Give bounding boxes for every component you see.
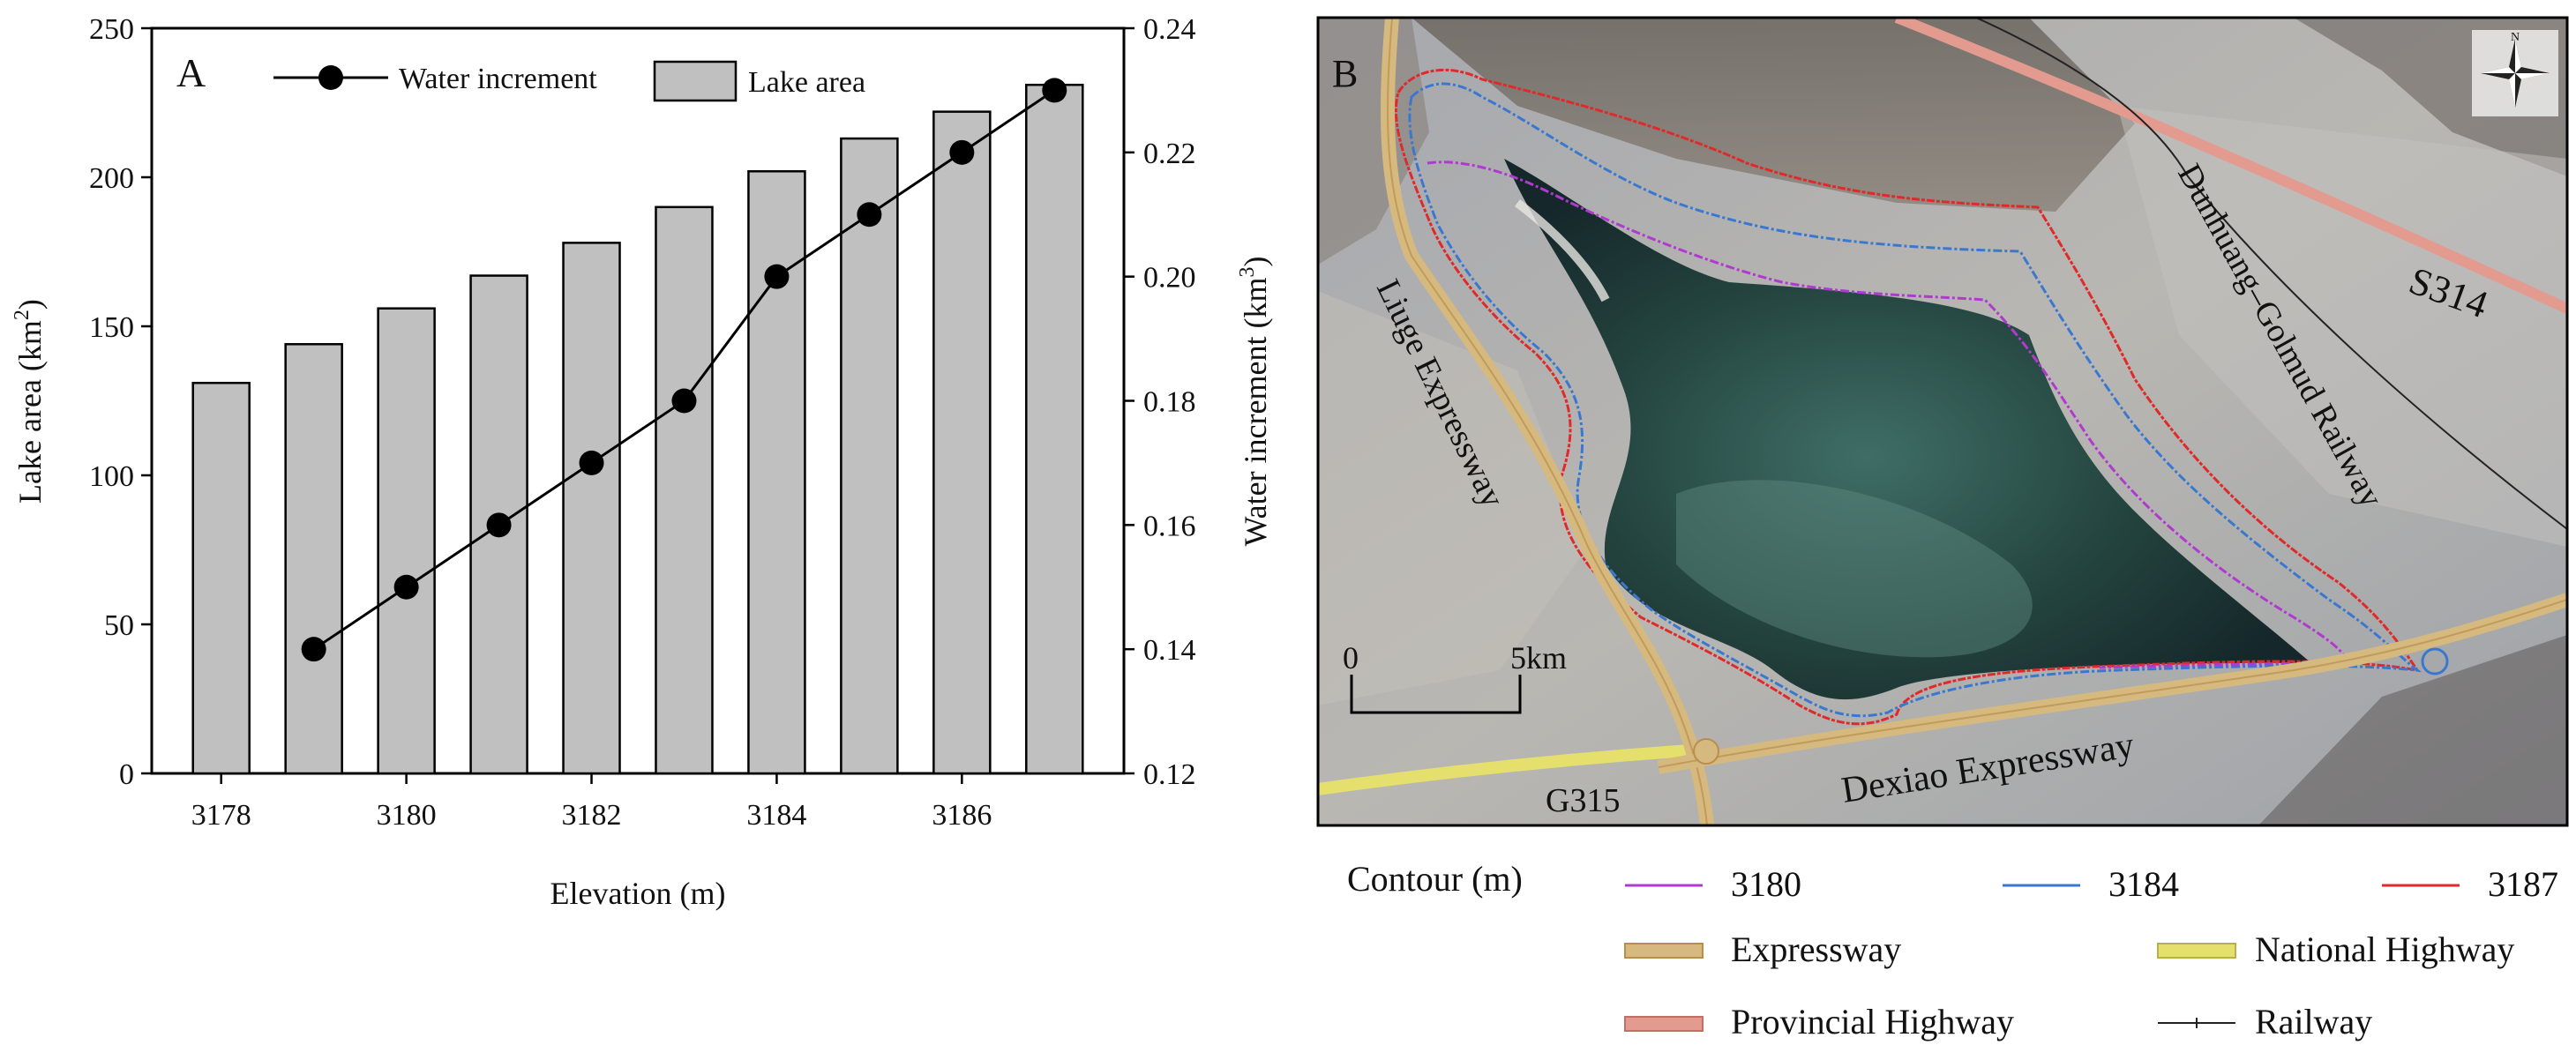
- lake-area-bar: [469, 274, 528, 775]
- provincial-highway-s314: [1894, 18, 2567, 314]
- lake-area-bar: [840, 137, 899, 775]
- x-axis: 3178 3180 3182 3184 3186: [191, 773, 992, 832]
- contour-3184-line: [1408, 82, 2422, 718]
- railway-line: [1975, 18, 2567, 530]
- left-tick-label: 150: [89, 311, 134, 344]
- panel-a-label: A: [176, 50, 206, 95]
- x-tick-label: 3186: [932, 799, 992, 832]
- legend-label-lake-area: Lake area: [748, 66, 865, 99]
- legend-contour-3180: 3180: [1731, 864, 1801, 904]
- legend-expressway-swatch: [1624, 943, 1704, 959]
- x-axis-label: Elevation (m): [550, 876, 726, 911]
- lake-area-bar: [932, 110, 992, 775]
- lake-area-bar: [655, 205, 714, 775]
- right-tick-label: 0.24: [1143, 13, 1196, 46]
- water-increment-point: [764, 264, 790, 289]
- legend-item-lake-area: Lake area: [653, 60, 865, 102]
- alluvial-fan-west: [1318, 291, 1588, 705]
- legend-label-water-increment: Water increment: [399, 63, 597, 95]
- lake-area-bar: [191, 381, 251, 775]
- contour-3187-line: [1394, 68, 2421, 726]
- left-tick-label: 50: [104, 609, 134, 642]
- right-axis: 0.12 0.14 0.16 0.18 0.20 0.22 0.24: [1124, 13, 1196, 791]
- map-frame: [1316, 16, 2569, 827]
- lake-area-bar: [562, 242, 621, 775]
- scale-bar-zero: 0: [1343, 640, 1359, 676]
- water-increment-point: [671, 388, 697, 414]
- map-legend: Contour (m) 3180 3184 3187 Expressway Na…: [1347, 859, 2558, 1041]
- scale-bar: 0 5km: [1343, 640, 1567, 714]
- legend-railway-label: Railway: [2255, 1002, 2372, 1041]
- interchange-east: [2421, 647, 2449, 676]
- liuge-expressway-edge: [1387, 18, 1708, 825]
- legend-contour-3187: 3187: [2488, 864, 2558, 904]
- legend-national-highway-label: National Highway: [2255, 929, 2514, 969]
- mountain-ridge-northwest: [1318, 18, 1429, 265]
- water-increment-point: [949, 139, 975, 165]
- x-tick-label: 3178: [191, 799, 251, 832]
- right-tick-label: 0.14: [1143, 634, 1196, 667]
- legend-item-water-increment: Water increment: [273, 63, 597, 95]
- left-tick-label: 250: [89, 13, 134, 46]
- x-tick-label: 3184: [746, 799, 806, 832]
- panel-b-label: B: [1332, 52, 1358, 95]
- x-tick-label: 3182: [562, 799, 622, 832]
- right-tick-label: 0.16: [1143, 510, 1196, 542]
- mountain-ridge-north: [1412, 18, 2135, 212]
- lake-water: [1504, 159, 2311, 700]
- water-increment-point: [857, 202, 882, 228]
- legend-bar-swatch: [653, 60, 738, 102]
- left-axis: 0 50 100 150 200 250: [89, 13, 152, 791]
- g315-label: G315: [1546, 782, 1620, 819]
- legend-provincial-highway-swatch: [1624, 1016, 1704, 1032]
- x-tick-label: 3180: [377, 799, 437, 832]
- right-tick-label: 0.20: [1143, 262, 1196, 295]
- dark-terrain-southeast: [2258, 635, 2567, 825]
- water-increment-series: [301, 78, 1067, 662]
- compass-star: [2481, 39, 2550, 108]
- legend-marker-swatch: [318, 65, 343, 90]
- bright-shoreline: [1514, 199, 1610, 302]
- contour-3180-line: [1427, 160, 2348, 669]
- scale-bar-line: [1350, 675, 1522, 714]
- right-tick-label: 0.22: [1143, 138, 1196, 170]
- left-tick-label: 0: [119, 758, 134, 791]
- interchange-west: [1693, 738, 1719, 765]
- compass-north-label: N: [2511, 31, 2520, 44]
- y-left-axis-label: Lake area (km2): [11, 299, 48, 504]
- lake-area-bar: [377, 307, 436, 775]
- compass-icon: N: [2472, 30, 2558, 116]
- panel-b-map: B Liuge Expressway Dunhuang–Golmud Railw…: [1316, 16, 2569, 827]
- chart-legend: Water increment Lake area: [273, 60, 865, 102]
- lake-sediment-plume: [1676, 480, 2033, 658]
- water-increment-point: [393, 574, 419, 600]
- legend-contour-3184: 3184: [2108, 864, 2179, 904]
- water-increment-point: [486, 512, 512, 538]
- lake-area-bar: [747, 169, 806, 775]
- water-increment-point: [579, 450, 604, 475]
- left-tick-label: 100: [89, 460, 134, 493]
- y-right-axis-label: Water increment (km3): [1236, 257, 1273, 547]
- legend-contour-title: Contour (m): [1347, 859, 1523, 899]
- legend-expressway-label: Expressway: [1731, 929, 1901, 969]
- left-tick-label: 200: [89, 162, 134, 195]
- compass-star-highlight: [2481, 39, 2550, 108]
- national-highway-g315: [1318, 743, 1704, 795]
- right-tick-label: 0.18: [1143, 386, 1196, 419]
- water-increment-point: [301, 637, 326, 662]
- legend-provincial-highway-label: Provincial Highway: [1731, 1002, 2014, 1041]
- right-tick-label: 0.12: [1143, 758, 1196, 791]
- legend-national-highway-swatch: [2157, 943, 2236, 959]
- alluvial-fan-east: [2117, 106, 2567, 547]
- lake-area-bar: [1025, 83, 1084, 775]
- water-increment-point: [1042, 78, 1067, 103]
- lake-area-bar: [284, 343, 343, 775]
- scale-bar-end: 5km: [1510, 640, 1567, 676]
- lake-area-bars: [191, 83, 1084, 775]
- dexiao-expressway-edge: [1658, 599, 2567, 768]
- map-image: [1318, 18, 2567, 825]
